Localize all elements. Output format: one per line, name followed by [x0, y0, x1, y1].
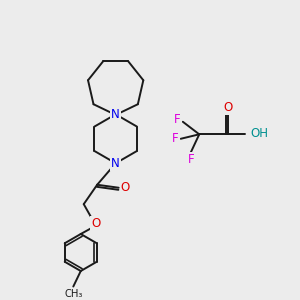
- Text: O: O: [223, 101, 232, 114]
- Text: F: F: [188, 153, 194, 166]
- Text: O: O: [91, 217, 100, 230]
- Text: O: O: [121, 181, 130, 194]
- Text: N: N: [111, 108, 120, 122]
- Text: OH: OH: [250, 127, 268, 140]
- Text: CH₃: CH₃: [64, 289, 83, 299]
- Text: N: N: [111, 157, 120, 170]
- Text: F: F: [172, 132, 179, 145]
- Text: F: F: [174, 113, 181, 126]
